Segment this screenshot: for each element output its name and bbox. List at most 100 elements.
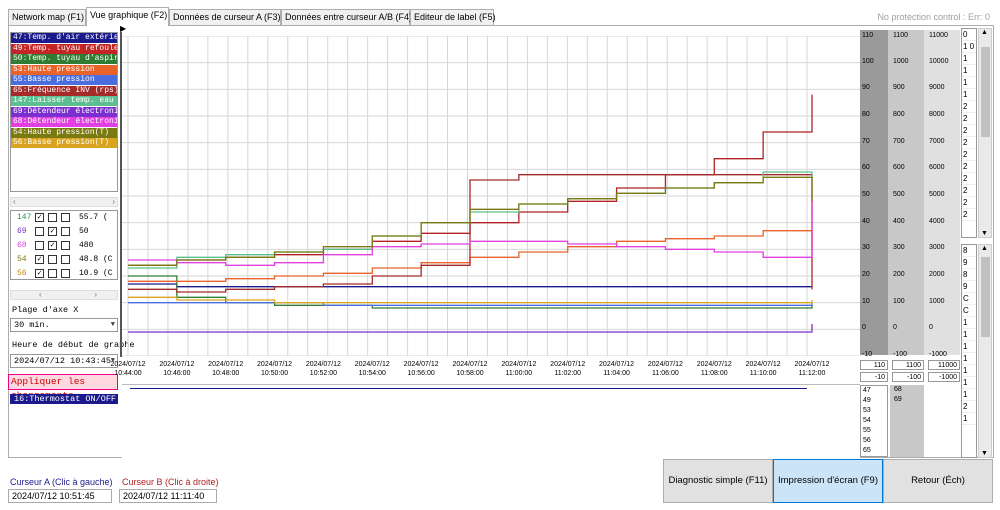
- tab-network-map[interactable]: Network map (F1): [8, 9, 86, 25]
- right-list-item[interactable]: 9: [962, 257, 976, 269]
- id-list-item[interactable]: 47: [863, 387, 871, 394]
- right-list-item[interactable]: 1: [962, 353, 976, 365]
- legend-item[interactable]: 54:Haute pression(T): [11, 127, 117, 138]
- legend-scrollbar[interactable]: ‹ ›: [10, 197, 118, 207]
- scroll-right-icon[interactable]: ›: [94, 290, 97, 299]
- right-list-item[interactable]: 2: [962, 185, 976, 197]
- series-checkbox[interactable]: [61, 241, 70, 250]
- right-list-item[interactable]: 1: [962, 341, 976, 353]
- legend-item[interactable]: 47:Temp. d'air extérieur: [11, 33, 117, 43]
- legend-item[interactable]: 69:Détendeur électronique: [11, 106, 117, 117]
- right-list-item[interactable]: 2: [962, 401, 976, 413]
- scale1-max-input[interactable]: 110: [860, 360, 888, 370]
- scroll-thumb[interactable]: [981, 257, 990, 337]
- right-list-item[interactable]: 1: [962, 89, 976, 101]
- right-list-item[interactable]: 2: [962, 149, 976, 161]
- legend-item[interactable]: 49:Temp. tuyau refoulement: [11, 43, 117, 54]
- right-list-item[interactable]: 1: [962, 329, 976, 341]
- right-list-item[interactable]: 8: [962, 245, 976, 257]
- scale1-min-input[interactable]: -10: [860, 372, 888, 382]
- legend-item[interactable]: 147:Laisser temp. eau pr: [11, 96, 117, 106]
- series-checkbox[interactable]: ✓: [48, 227, 57, 236]
- scale2-max-input[interactable]: 1100: [892, 360, 924, 370]
- print-screen-button[interactable]: Impression d'écran (F9): [773, 459, 883, 503]
- series-checkbox[interactable]: [35, 241, 44, 250]
- right-list-item[interactable]: 2: [962, 125, 976, 137]
- series-checkbox[interactable]: ✓: [35, 255, 44, 264]
- id-list-item[interactable]: 69: [894, 396, 902, 403]
- right-list-item[interactable]: 1: [962, 365, 976, 377]
- series-checkbox[interactable]: [48, 269, 57, 278]
- right-list-item[interactable]: 1: [962, 77, 976, 89]
- back-button[interactable]: Retour (Éch): [883, 459, 993, 503]
- scale3-min-input[interactable]: -1000: [928, 372, 960, 382]
- id-list-item[interactable]: 54: [863, 417, 871, 424]
- id-list-item[interactable]: 53: [863, 407, 871, 414]
- x-axis-range-select[interactable]: 30 min. ▼: [10, 318, 118, 332]
- id-list-item[interactable]: 49: [863, 397, 871, 404]
- right-list-item[interactable]: 1: [962, 377, 976, 389]
- id-list-item[interactable]: 56: [863, 437, 871, 444]
- series-id-list-a[interactable]: 47 49 53 54 55 56 65: [860, 385, 888, 457]
- scroll-left-icon[interactable]: ‹: [39, 290, 42, 299]
- right-list-item[interactable]: 1 0: [962, 42, 976, 53]
- value-table-scrollbar[interactable]: ‹ ›: [10, 290, 118, 300]
- right-list-item[interactable]: 2: [962, 209, 976, 221]
- right-list-item[interactable]: 2: [962, 113, 976, 125]
- series-checkbox[interactable]: [35, 227, 44, 236]
- right-list-top-scrollbar[interactable]: ▲ ▼: [978, 28, 992, 238]
- right-list-item[interactable]: 2: [962, 137, 976, 149]
- series-checkbox[interactable]: [61, 269, 70, 278]
- right-list-item[interactable]: 2: [962, 197, 976, 209]
- cursor-b-field[interactable]: 2024/07/12 11:11:40: [119, 489, 217, 503]
- chevron-up-icon[interactable]: ▲: [981, 245, 988, 252]
- right-list-item[interactable]: 8: [962, 269, 976, 281]
- chevron-down-icon[interactable]: ▼: [981, 450, 988, 457]
- tab-graph-view[interactable]: Vue graphique (F2): [86, 7, 169, 26]
- tab-cursor-ab-data[interactable]: Données entre curseur A/B (F4): [281, 9, 412, 25]
- legend-item[interactable]: 55:Basse pression: [11, 75, 117, 85]
- trend-chart[interactable]: [122, 36, 860, 356]
- legend-item[interactable]: 56:Basse pression(T): [11, 138, 117, 148]
- scale3-max-input[interactable]: 11000: [928, 360, 960, 370]
- apply-changes-button[interactable]: Appliquer les changements: [8, 374, 118, 401]
- right-list-item[interactable]: C: [962, 305, 976, 317]
- right-list-item[interactable]: 1: [962, 413, 976, 425]
- scroll-right-icon[interactable]: ›: [112, 197, 115, 206]
- scroll-thumb[interactable]: [981, 47, 990, 137]
- legend-item[interactable]: 53:Haute pression: [11, 64, 117, 75]
- right-list-item[interactable]: 9: [962, 281, 976, 293]
- id-list-item[interactable]: 55: [863, 427, 871, 434]
- right-list-item[interactable]: 2: [962, 173, 976, 185]
- series-checkbox[interactable]: [61, 213, 70, 222]
- series-checkbox[interactable]: [48, 255, 57, 264]
- cursor-a-field[interactable]: 2024/07/12 10:51:45: [8, 489, 112, 503]
- id-list-item[interactable]: 68: [894, 386, 902, 393]
- right-list-item[interactable]: 1: [962, 65, 976, 77]
- series-checkbox[interactable]: [61, 255, 70, 264]
- simple-diagnostic-button[interactable]: Diagnostic simple (F11): [663, 459, 773, 503]
- right-list-item[interactable]: 2: [962, 101, 976, 113]
- legend-item[interactable]: 50:Temp. tuyau d'aspiration: [11, 54, 117, 64]
- play-icon[interactable]: ▶: [120, 24, 127, 33]
- series-checkbox[interactable]: [61, 227, 70, 236]
- right-list-bottom-scrollbar[interactable]: ▲ ▼: [978, 244, 992, 458]
- start-time-select[interactable]: 2024/07/12 10:43:45 ▼: [10, 354, 118, 368]
- right-list-item[interactable]: 1: [962, 53, 976, 65]
- series-checkbox[interactable]: ✓: [35, 213, 44, 222]
- series-checkbox[interactable]: [48, 213, 57, 222]
- series-id-list-b[interactable]: 68 69: [890, 385, 924, 457]
- tab-label-editor[interactable]: Editeur de label (F5): [410, 9, 496, 25]
- legend-item[interactable]: 65:Fréquence INV (rps): [11, 85, 117, 96]
- right-list-item[interactable]: 0: [962, 29, 976, 41]
- right-list-item[interactable]: 1: [962, 317, 976, 329]
- chevron-down-icon[interactable]: ▼: [981, 230, 988, 237]
- right-list-item[interactable]: 2: [962, 161, 976, 173]
- right-list-item[interactable]: C: [962, 293, 976, 305]
- scale2-min-input[interactable]: -100: [892, 372, 924, 382]
- tab-cursor-a-data[interactable]: Données de curseur A (F3): [169, 9, 281, 25]
- id-list-item[interactable]: 65: [863, 447, 871, 454]
- series-checkbox[interactable]: ✓: [35, 269, 44, 278]
